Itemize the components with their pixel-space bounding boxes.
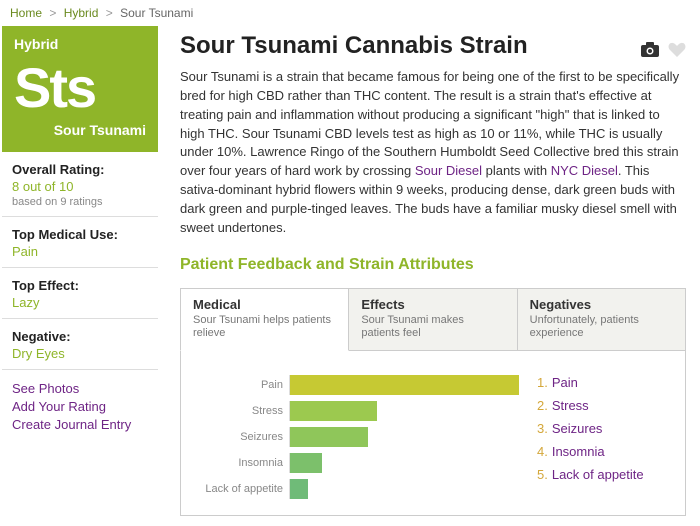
breadcrumb-category[interactable]: Hybrid [64, 6, 99, 20]
tab-medical[interactable]: Medical Sour Tsunami helps patients reli… [180, 288, 349, 351]
tab-effects-title: Effects [361, 297, 504, 312]
legend-number: 4. [537, 444, 548, 459]
chart-row: Pain [197, 375, 519, 395]
chart-bar-wrap [289, 479, 519, 499]
tab-negatives-sub: Unfortunately, patients experience [530, 314, 673, 340]
chart-panel: Pain Stress Seizures Insomnia Lack of appeti… [180, 351, 686, 516]
heart-icon[interactable] [668, 42, 686, 58]
breadcrumb-home[interactable]: Home [10, 6, 42, 20]
chart-legend: 1. Pain 2. Stress 3. Seizures 4. Insomnia 5. Lack… [519, 375, 669, 505]
tab-negatives[interactable]: Negatives Unfortunately, patients experi… [518, 288, 686, 351]
page-title: Sour Tsunami Cannabis Strain [180, 32, 528, 60]
top-medical-box: Top Medical Use: Pain [2, 217, 158, 268]
breadcrumb-sep: > [106, 6, 113, 20]
chart-row: Insomnia [197, 453, 519, 473]
chart-bar [290, 453, 322, 473]
top-medical-value: Pain [12, 244, 148, 259]
breadcrumb: Home > Hybrid > Sour Tsunami [0, 0, 700, 26]
chart-bar-wrap [289, 427, 519, 447]
tab-negatives-title: Negatives [530, 297, 673, 312]
main-content: Sour Tsunami Cannabis Strain Sour Tsunam… [158, 26, 700, 526]
overall-rating-sub: based on 9 ratings [12, 196, 148, 208]
tab-effects-sub: Sour Tsunami makes patients feel [361, 314, 504, 340]
chart-bar-wrap [289, 401, 519, 421]
top-medical-label: Top Medical Use: [12, 227, 148, 242]
strain-badge: Hybrid Sts Sour Tsunami [2, 26, 158, 152]
negative-box: Negative: Dry Eyes [2, 319, 158, 370]
chart-row-label: Stress [197, 405, 289, 417]
legend-item[interactable]: 2. Stress [537, 398, 669, 413]
chart-row: Lack of appetite [197, 479, 519, 499]
nyc-diesel-link[interactable]: NYC Diesel [551, 163, 618, 178]
tab-effects[interactable]: Effects Sour Tsunami makes patients feel [349, 288, 517, 351]
legend-number: 5. [537, 467, 548, 482]
chart-row-label: Seizures [197, 431, 289, 443]
chart-row-label: Insomnia [197, 457, 289, 469]
feedback-heading: Patient Feedback and Strain Attributes [180, 256, 686, 274]
chart-bar [290, 479, 308, 499]
chart-row-label: Pain [197, 379, 289, 391]
strain-description: Sour Tsunami is a strain that became fam… [180, 68, 686, 238]
bar-chart: Pain Stress Seizures Insomnia Lack of appeti… [197, 375, 519, 505]
chart-row: Seizures [197, 427, 519, 447]
badge-type: Hybrid [14, 36, 146, 52]
negative-value: Dry Eyes [12, 346, 148, 361]
see-photos-link[interactable]: See Photos [12, 380, 148, 398]
add-rating-link[interactable]: Add Your Rating [12, 398, 148, 416]
desc-text: Sour Tsunami is a strain that became fam… [180, 69, 679, 178]
legend-text: Seizures [552, 421, 603, 436]
chart-row: Stress [197, 401, 519, 421]
desc-text: plants with [482, 163, 551, 178]
legend-text: Stress [552, 398, 589, 413]
chart-bar [290, 375, 519, 395]
badge-abbr: Sts [14, 60, 146, 116]
chart-row-label: Lack of appetite [197, 483, 289, 495]
breadcrumb-current: Sour Tsunami [120, 6, 193, 20]
legend-text: Lack of appetite [552, 467, 644, 482]
sour-diesel-link[interactable]: Sour Diesel [415, 163, 482, 178]
badge-name: Sour Tsunami [14, 122, 146, 138]
legend-number: 2. [537, 398, 548, 413]
tab-medical-sub: Sour Tsunami helps patients relieve [193, 314, 336, 340]
legend-item[interactable]: 4. Insomnia [537, 444, 669, 459]
top-effect-label: Top Effect: [12, 278, 148, 293]
tab-medical-title: Medical [193, 297, 336, 312]
legend-item[interactable]: 5. Lack of appetite [537, 467, 669, 482]
legend-text: Pain [552, 375, 578, 390]
chart-bar [290, 427, 368, 447]
chart-bar [290, 401, 377, 421]
top-effect-box: Top Effect: Lazy [2, 268, 158, 319]
negative-label: Negative: [12, 329, 148, 344]
legend-number: 1. [537, 375, 548, 390]
overall-rating-value: 8 out of 10 [12, 179, 148, 194]
overall-rating-label: Overall Rating: [12, 162, 148, 177]
sidebar-links: See Photos Add Your Rating Create Journa… [2, 370, 158, 445]
legend-number: 3. [537, 421, 548, 436]
overall-rating-box: Overall Rating: 8 out of 10 based on 9 r… [2, 152, 158, 217]
sidebar: Hybrid Sts Sour Tsunami Overall Rating: … [0, 26, 158, 526]
chart-bar-wrap [289, 375, 519, 395]
top-effect-value: Lazy [12, 295, 148, 310]
chart-bar-wrap [289, 453, 519, 473]
camera-icon[interactable] [640, 42, 660, 58]
legend-item[interactable]: 1. Pain [537, 375, 669, 390]
legend-text: Insomnia [552, 444, 605, 459]
create-journal-link[interactable]: Create Journal Entry [12, 416, 148, 434]
breadcrumb-sep: > [49, 6, 56, 20]
tabs: Medical Sour Tsunami helps patients reli… [180, 288, 686, 351]
legend-item[interactable]: 3. Seizures [537, 421, 669, 436]
